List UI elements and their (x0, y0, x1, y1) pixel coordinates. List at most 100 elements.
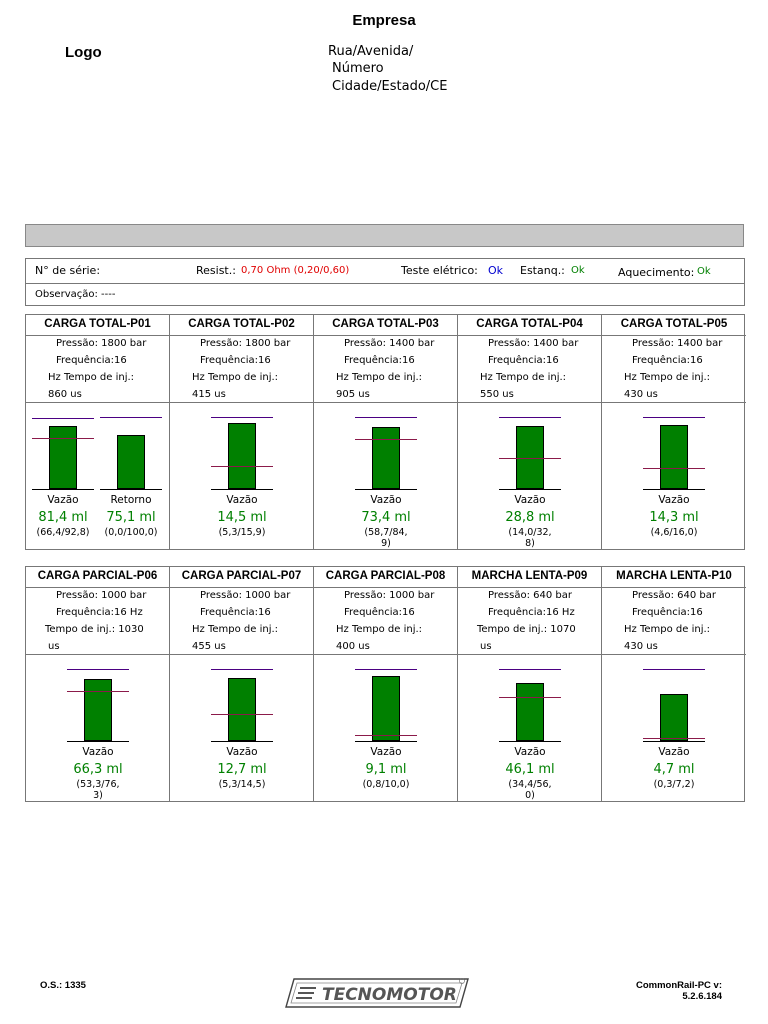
test-card: CARGA TOTAL-P04 Pressão: 1400 bar Frequênc… (458, 315, 602, 549)
company-name: Empresa (352, 12, 416, 29)
bar-range: (14,0/32, (508, 527, 552, 538)
bar-range: (0,3/7,2) (653, 779, 695, 790)
param-injection-time: 430 us (624, 641, 658, 652)
bar-value: 46,1 ml (505, 762, 555, 777)
param-pressure: Pressão: 1800 bar (56, 338, 147, 349)
card-divider (458, 587, 601, 588)
test-card: CARGA TOTAL-P02 Pressão: 1800 bar Frequênc… (170, 315, 314, 549)
card-divider (314, 402, 457, 403)
heating-value: Ok (697, 266, 711, 277)
test-card: CARGA PARCIAL-P08 Pressão: 1000 bar Frequê… (314, 567, 458, 801)
min-limit-line (32, 437, 94, 439)
max-limit-line (499, 417, 561, 418)
resist-label: Resist.: (196, 264, 236, 277)
test-title: MARCHA LENTA-P10 (616, 570, 732, 582)
bar-value: 9,1 ml (365, 762, 407, 777)
test-card: CARGA TOTAL-P03 Pressão: 1400 bar Frequênc… (314, 315, 458, 549)
flow-bar (660, 694, 688, 741)
test-title: CARGA PARCIAL-P08 (325, 570, 446, 582)
observation: Observação: ---- (35, 289, 116, 300)
max-limit-line (211, 417, 273, 418)
bar-range: (0,8/10,0) (362, 779, 410, 790)
address-city: Cidade/Estado/CE (332, 79, 448, 94)
card-divider (314, 335, 457, 336)
param-injection: Hz Tempo de inj.: (192, 372, 279, 383)
min-limit-line (499, 458, 561, 460)
param-frequency: Frequência:16 (344, 355, 415, 366)
min-limit-line (643, 468, 705, 470)
card-divider (458, 654, 601, 655)
bar-range: (66,4/92,8) (36, 527, 90, 538)
card-divider (170, 587, 313, 588)
param-pressure: Pressão: 1000 bar (344, 590, 435, 601)
param-pressure: Pressão: 1400 bar (488, 338, 579, 349)
min-limit-line (67, 691, 129, 693)
bar-value: 28,8 ml (505, 510, 555, 525)
card-divider (26, 335, 169, 336)
logo-placeholder: Logo (65, 44, 102, 61)
bar-label: Vazão (658, 746, 690, 758)
param-frequency: Frequência:16 (200, 355, 271, 366)
param-injection-time: 430 us (624, 389, 658, 400)
resist-value: 0,70 Ohm (0,20/0,60) (241, 265, 350, 276)
card-divider (602, 587, 746, 588)
param-injection-time: 455 us (192, 641, 226, 652)
param-injection: Tempo de inj.: 1070 (477, 624, 576, 635)
baseline (211, 489, 273, 490)
bar-value: 4,7 ml (653, 762, 695, 777)
bar-range: (5,3/15,9) (218, 527, 266, 538)
baseline (100, 489, 162, 490)
max-limit-line (211, 669, 273, 670)
max-limit-line (643, 669, 705, 670)
order-number: O.S.: 1335 (40, 980, 86, 991)
address-number: Número (332, 61, 384, 76)
param-injection: Hz Tempo de inj.: (192, 624, 279, 635)
flow-bar (84, 679, 112, 741)
param-injection: Hz Tempo de inj.: (336, 624, 423, 635)
flow-bar (49, 425, 77, 489)
card-divider (458, 402, 601, 403)
param-pressure: Pressão: 1000 bar (200, 590, 291, 601)
baseline (499, 741, 561, 742)
seal-label: Estanq.: (520, 264, 565, 277)
bar-label: Vazão (370, 746, 402, 758)
bar-value: 12,7 ml (217, 762, 267, 777)
bar-label: Vazão (514, 494, 546, 506)
param-pressure: Pressão: 1400 bar (632, 338, 723, 349)
param-frequency: Frequência:16 (632, 607, 703, 618)
test-card: CARGA TOTAL-P01 Pressão: 1800 bar Frequênc… (26, 315, 170, 549)
bar-range: 3) (93, 790, 103, 801)
card-divider (602, 335, 746, 336)
param-injection-time: 550 us (480, 389, 514, 400)
bar-range: 8) (525, 538, 535, 549)
bar-value: 14,3 ml (649, 510, 699, 525)
param-injection-time: 415 us (192, 389, 226, 400)
test-grid-row-1: CARGA TOTAL-P01 Pressão: 1800 bar Frequênc… (25, 314, 746, 550)
test-title: CARGA PARCIAL-P07 (181, 570, 302, 582)
param-injection-time: us (480, 641, 492, 652)
max-limit-line (643, 417, 705, 418)
param-frequency: Frequência:16 Hz (56, 607, 143, 618)
flow-bar (660, 424, 688, 489)
param-frequency: Frequência:16 (488, 355, 559, 366)
card-divider (26, 587, 169, 588)
address-street: Rua/Avenida/ (328, 44, 414, 59)
test-card: CARGA PARCIAL-P06 Pressão: 1000 bar Frequê… (26, 567, 170, 801)
param-pressure: Pressão: 640 bar (632, 590, 716, 601)
baseline (355, 741, 417, 742)
tecnomotor-logo: TECNOMOTOR (285, 978, 469, 1008)
baseline (499, 489, 561, 490)
info-panel: N° de série: Resist.: 0,70 Ohm (0,20/0,6… (25, 258, 745, 306)
electric-test-label: Teste elétrico: (401, 264, 478, 277)
param-injection: Hz Tempo de inj.: (336, 372, 423, 383)
flow-bar (228, 678, 256, 741)
bar-range: (58,7/84, (364, 527, 408, 538)
param-frequency: Frequência:16 Hz (488, 607, 575, 618)
seal-value: Ok (571, 265, 585, 276)
test-title: CARGA TOTAL-P04 (476, 318, 583, 330)
baseline (67, 741, 129, 742)
section-bar (25, 224, 744, 247)
flow-bar (516, 425, 544, 489)
bar-range: (4,6/16,0) (650, 527, 698, 538)
max-limit-line (355, 669, 417, 670)
